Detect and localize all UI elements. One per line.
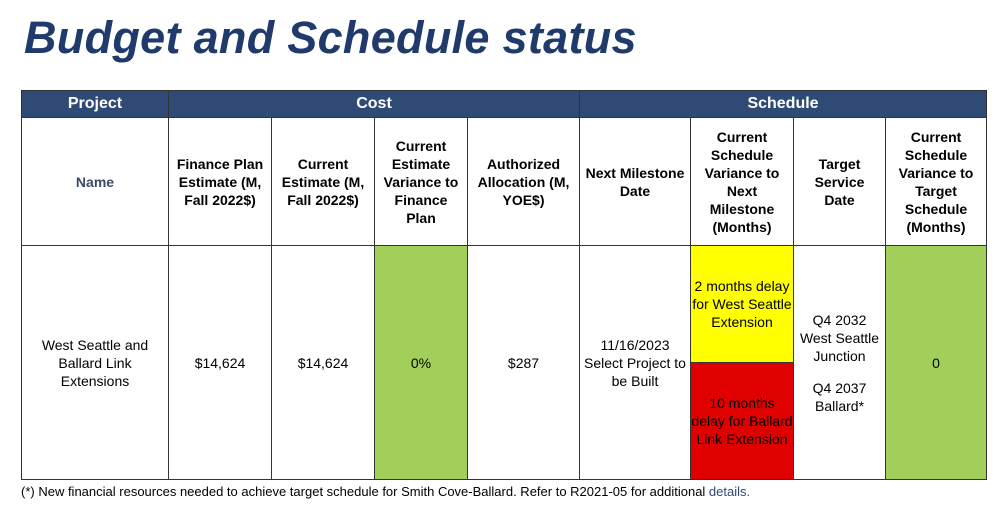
- group-cost: Cost: [168, 90, 580, 118]
- footnote-text: (*) New financial resources needed to ac…: [21, 484, 709, 499]
- target-service-ballard: Q4 2037 Ballard*: [812, 379, 867, 414]
- milestone-variance: 2 months delay for West Seattle Extensio…: [690, 245, 794, 480]
- col-target-service-date: Target Service Date: [793, 117, 886, 246]
- finance-plan-estimate: $14,624: [168, 245, 272, 480]
- col-next-milestone: Next Milestone Date: [579, 117, 691, 246]
- details-link[interactable]: details.: [708, 484, 751, 499]
- project-name: West Seattle and Ballard Link Extensions: [21, 245, 169, 480]
- col-milestone-variance: Current Schedule Variance to Next Milest…: [690, 117, 794, 246]
- variance-finance-plan: 0%: [374, 245, 468, 480]
- footnote: (*) New financial resources needed to ac…: [21, 484, 750, 499]
- group-header-row: Project Cost Schedule: [21, 90, 988, 118]
- budget-schedule-table: Project Cost Schedule Name Finance Plan …: [21, 90, 988, 480]
- col-finance-plan-estimate: Finance Plan Estimate (M, Fall 2022$): [168, 117, 272, 246]
- group-schedule: Schedule: [578, 90, 988, 118]
- target-service-west-seattle: Q4 2032 West Seattle Junction: [799, 311, 880, 364]
- column-header-row: Name Finance Plan Estimate (M, Fall 2022…: [21, 117, 988, 246]
- col-name: Name: [21, 117, 169, 246]
- group-project: Project: [21, 90, 169, 118]
- table-row: West Seattle and Ballard Link Extensions…: [21, 245, 988, 480]
- col-target-variance: Current Schedule Variance to Target Sche…: [884, 117, 988, 246]
- col-authorized-allocation: Authorized Allocation (M, YOE$): [467, 117, 580, 246]
- target-service-date: Q4 2032 West Seattle Junction Q4 2037 Ba…: [793, 245, 886, 480]
- milestone-variance-west-seattle: 2 months delay for West Seattle Extensio…: [691, 246, 793, 363]
- authorized-allocation: $287: [467, 245, 580, 480]
- col-current-estimate: Current Estimate (M, Fall 2022$): [271, 117, 375, 246]
- next-milestone: 11/16/2023 Select Project to be Built: [579, 245, 691, 480]
- page-title: Budget and Schedule status: [24, 12, 637, 63]
- col-variance-finance-plan: Current Estimate Variance to Finance Pla…: [374, 117, 468, 246]
- target-variance: 0: [884, 245, 988, 480]
- current-estimate: $14,624: [271, 245, 375, 480]
- milestone-variance-ballard: 10 months delay for Ballard Link Extensi…: [691, 363, 793, 479]
